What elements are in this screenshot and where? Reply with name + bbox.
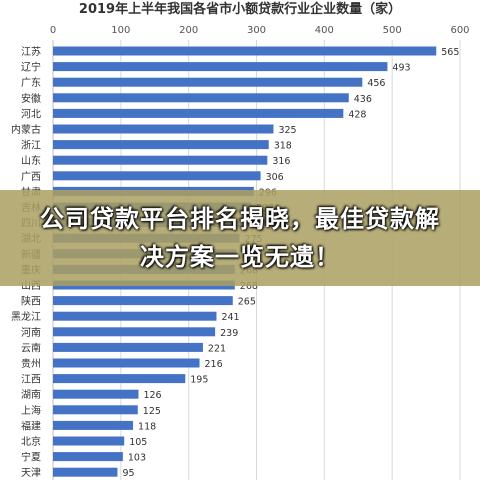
category-label: 上海 (21, 404, 41, 417)
bar (53, 93, 349, 103)
x-tick-label: 200 (179, 25, 198, 36)
category-label: 安徽 (21, 92, 41, 105)
bar (53, 436, 125, 446)
category-label: 河北 (21, 108, 41, 120)
data-label: 118 (138, 421, 156, 432)
data-label: 103 (128, 453, 146, 464)
data-label: 125 (143, 406, 161, 417)
bar (53, 46, 437, 56)
x-tick-label: 600 (450, 25, 469, 36)
bar (53, 327, 216, 337)
chart-title: 2019年上半年我国各省市小额贷款行业企业数量（家） (79, 1, 401, 17)
category-label: 宁夏 (21, 451, 41, 464)
headline-banner: 公司贷款平台排名揭晓，最佳贷款解决方案一览无遗！ (0, 190, 480, 286)
data-label: 195 (190, 375, 208, 386)
data-label: 565 (441, 47, 459, 58)
x-tick-label: 100 (111, 25, 130, 36)
bar (53, 420, 134, 430)
category-label: 山东 (21, 154, 41, 167)
category-label: 辽宁 (21, 61, 41, 74)
data-label: 436 (354, 94, 372, 105)
bar (53, 374, 186, 384)
bar (53, 140, 269, 150)
category-label: 天津 (21, 467, 41, 479)
bar (53, 311, 217, 321)
bar (53, 358, 200, 368)
data-label: 221 (208, 343, 226, 354)
x-tick-label: 300 (247, 25, 266, 36)
data-label: 126 (143, 390, 161, 401)
bar (53, 389, 139, 399)
category-label: 湖南 (21, 388, 41, 401)
data-label: 306 (266, 172, 284, 183)
category-label: 云南 (21, 341, 41, 354)
category-label: 北京 (21, 435, 41, 448)
data-label: 241 (221, 312, 239, 323)
category-label: 福建 (21, 419, 41, 432)
category-label: 广东 (21, 76, 41, 89)
bar (53, 342, 203, 352)
bar (53, 452, 123, 462)
category-label: 内蒙古 (11, 123, 41, 136)
category-label: 贵州 (21, 357, 41, 370)
data-label: 428 (348, 109, 366, 120)
data-label: 318 (274, 141, 292, 152)
data-label: 265 (238, 297, 256, 308)
bar (53, 124, 274, 134)
category-label: 陕西 (21, 295, 41, 308)
x-tick-label: 0 (50, 25, 56, 36)
data-label: 456 (367, 78, 385, 89)
bar (53, 296, 233, 306)
bar (53, 405, 138, 415)
category-label: 浙江 (21, 140, 41, 152)
data-label: 105 (129, 437, 147, 448)
bar (53, 155, 268, 165)
data-label: 216 (205, 359, 223, 370)
category-label: 广西 (21, 171, 41, 183)
x-tick-label: 500 (383, 25, 402, 36)
data-label: 325 (278, 125, 296, 136)
bar (53, 62, 388, 72)
bar (53, 108, 344, 118)
bar (53, 467, 118, 477)
category-label: 江苏 (21, 45, 41, 58)
category-label: 江西 (21, 374, 41, 386)
bar (53, 77, 363, 87)
data-label: 268 (240, 281, 258, 292)
data-label: 316 (272, 156, 290, 167)
data-label: 239 (220, 328, 238, 339)
category-label: 河南 (21, 326, 41, 339)
bar (53, 171, 261, 181)
data-label: 95 (122, 468, 134, 479)
x-tick-label: 400 (315, 25, 334, 36)
headline-text: 公司贷款平台排名揭晓，最佳贷款解决方案一览无遗！ (40, 205, 440, 271)
data-label: 493 (392, 63, 410, 74)
category-label: 黑龙江 (11, 310, 41, 323)
